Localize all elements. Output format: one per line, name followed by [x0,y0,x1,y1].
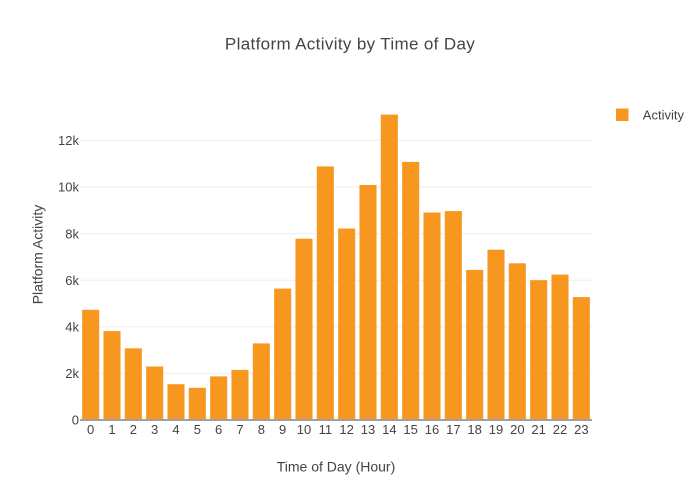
svg-text:9: 9 [279,422,286,437]
svg-text:18: 18 [467,422,481,437]
svg-text:2k: 2k [65,366,79,381]
svg-text:6: 6 [215,422,222,437]
svg-text:14: 14 [382,422,396,437]
svg-text:15: 15 [403,422,417,437]
svg-text:20: 20 [510,422,524,437]
svg-text:22: 22 [553,422,567,437]
svg-text:23: 23 [574,422,588,437]
svg-text:21: 21 [531,422,545,437]
svg-text:3: 3 [151,422,158,437]
svg-text:5: 5 [194,422,201,437]
svg-text:16: 16 [425,422,439,437]
svg-text:0: 0 [87,422,94,437]
svg-text:8k: 8k [65,226,79,241]
svg-text:17: 17 [446,422,460,437]
svg-text:Time of Day (Hour): Time of Day (Hour) [277,458,396,474]
svg-text:6k: 6k [65,273,79,288]
svg-text:10k: 10k [58,180,79,195]
svg-text:8: 8 [258,422,265,437]
svg-text:13: 13 [361,422,375,437]
svg-text:2: 2 [130,422,137,437]
svg-text:Platform Activity by Time of D: Platform Activity by Time of Day [225,35,475,54]
svg-text:12k: 12k [58,133,79,148]
svg-text:4k: 4k [65,320,79,335]
svg-text:4: 4 [172,422,179,437]
svg-text:0: 0 [72,413,79,428]
svg-text:Activity: Activity [643,108,685,123]
svg-text:11: 11 [319,422,333,437]
svg-text:1: 1 [108,422,115,437]
svg-text:12: 12 [339,422,353,437]
svg-text:7: 7 [236,422,243,437]
svg-text:Platform Activity: Platform Activity [29,205,45,305]
svg-text:19: 19 [489,422,503,437]
svg-text:10: 10 [297,422,311,437]
